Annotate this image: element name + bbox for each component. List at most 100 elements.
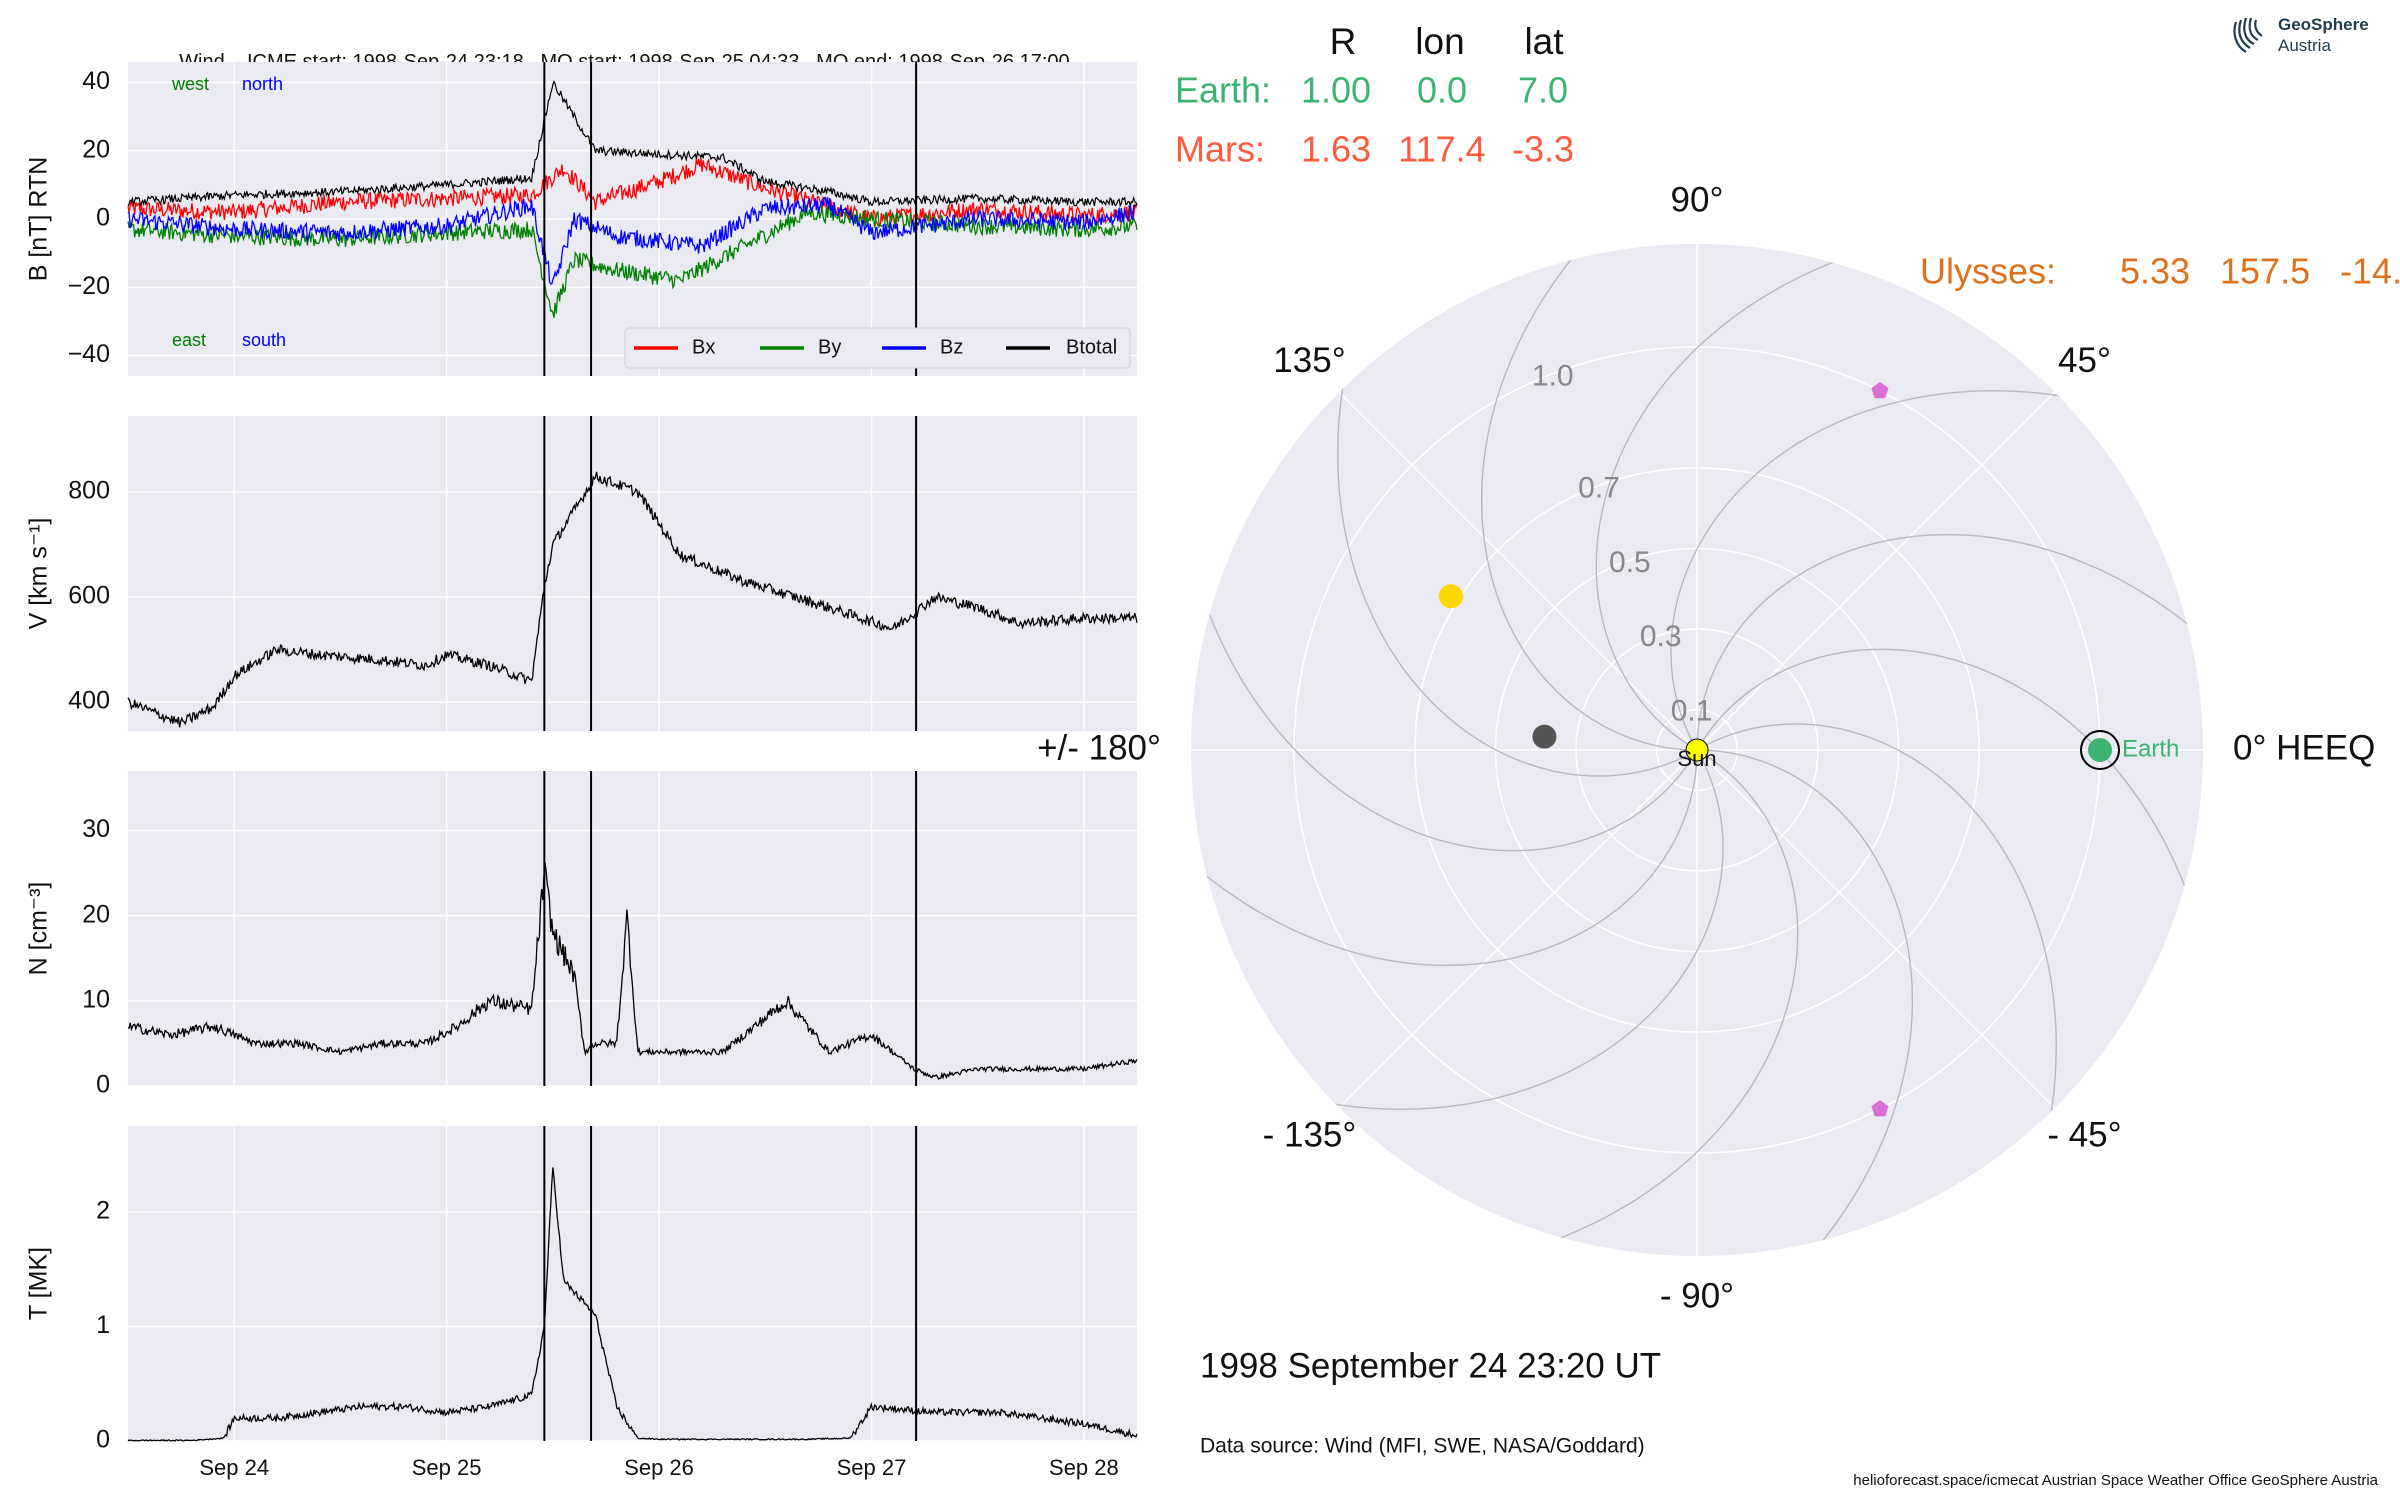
yellow-body-marker (1438, 584, 1463, 609)
legend-label-btotal: Btotal (1066, 336, 1117, 358)
y-axis-label: V [km s⁻¹] (25, 518, 53, 630)
panel-3: 30 20 10 0 N [cm⁻³] (25, 771, 1138, 1099)
table-row-lat: 7.0 (1518, 70, 1568, 111)
geosphere-logo: GeoSphere Austria (2230, 12, 2390, 62)
polar-plot (1191, 244, 2203, 1256)
angular-grid-line (1696, 391, 2056, 751)
y-tick-label: 10 (82, 985, 110, 1013)
angular-grid-line (1696, 749, 2056, 1109)
earth-ring (2080, 730, 2120, 770)
y-tick-label: 20 (82, 900, 110, 928)
y-tick-label: 2 (96, 1197, 110, 1225)
logo-line1: GeoSphere (2278, 15, 2369, 34)
angle-label: - 45° (2047, 1116, 2121, 1155)
x-tick-label: Sep 24 (199, 1455, 269, 1480)
radial-tick-label: 0.3 (1640, 620, 1682, 653)
y-axis-label: N [cm⁻³] (25, 882, 53, 976)
parker-spiral-line (1198, 586, 1698, 852)
y-axis-label: B [nT] RTN (25, 157, 53, 282)
radial-tick-label: 1.0 (1532, 360, 1574, 393)
logo-line2: Austria (2278, 36, 2331, 55)
earth-label: Earth (2122, 735, 2179, 762)
y-tick-label: 20 (82, 135, 110, 163)
parker-spiral-line (1696, 723, 2057, 1141)
table-header-R: R (1330, 21, 1357, 62)
table-row-name: Mars: (1175, 129, 1265, 170)
table-row-lon: 0.0 (1417, 70, 1467, 111)
table-header-lat: lat (1524, 21, 1564, 62)
series-line-data (127, 1167, 1138, 1442)
series-line-btotal (127, 80, 1138, 209)
legend-label-by: By (818, 336, 841, 358)
angular-grid-line (1338, 391, 1698, 751)
parker-spiral-line (1306, 749, 1724, 1110)
y-tick-label: 30 (82, 815, 110, 843)
legend-label-bx: Bx (692, 336, 715, 358)
y-tick-label: 0 (96, 1071, 110, 1099)
angle-label: 135° (1273, 341, 1345, 380)
y-tick-label: 0 (96, 1426, 110, 1454)
annotation-north: north (242, 74, 283, 94)
annotation-east: east (172, 330, 206, 350)
parker-spiral-line (1696, 534, 2203, 750)
angle-label: 45° (2058, 341, 2111, 380)
parker-spiral-line (1696, 648, 2196, 914)
date-label: 1998 September 24 23:20 UT (1200, 1346, 1661, 1385)
radial-tick-label: 0.1 (1671, 695, 1713, 728)
table-row-lon: 117.4 (1398, 129, 1485, 170)
y-tick-label: 40 (82, 67, 110, 95)
ulysses-r: 5.33 (2120, 251, 2190, 292)
series-line-bz (127, 196, 1138, 285)
series-line-data (127, 862, 1138, 1080)
panel-4: 2 1 0 T [MK] Sep 24 Sep 25 Sep 26 Sep 27 Sep 28 (25, 1126, 1138, 1480)
angle-label: 0° HEEQ (2233, 728, 2375, 767)
gray-body-marker (1532, 724, 1557, 749)
legend-box (624, 327, 1131, 369)
sun-label: Sun (1677, 746, 1716, 771)
panel-background (128, 1126, 1137, 1441)
table-row-r: 1.63 (1301, 129, 1371, 170)
pentagon-marker (1871, 381, 1889, 399)
panel-background (128, 416, 1137, 731)
y-tick-label: −20 (68, 272, 110, 300)
angle-label: - 135° (1263, 1116, 1357, 1155)
x-tick-label: Sep 28 (1049, 1455, 1119, 1480)
y-axis-label: T [MK] (25, 1247, 53, 1320)
series-line-by (127, 204, 1138, 318)
series-line-bx (127, 158, 1138, 227)
radial-tick-label: 0.7 (1578, 471, 1620, 504)
earth-marker (2088, 738, 2112, 762)
parker-spiral-line (1533, 749, 1799, 1249)
parker-spiral-line (1191, 750, 1698, 966)
angle-label: +/- 180° (1037, 728, 1161, 767)
parker-spiral-line (1697, 749, 1913, 1256)
x-tick-label: Sep 26 (624, 1455, 694, 1480)
y-tick-label: 0 (96, 204, 110, 232)
ulysses-name: Ulysses: (1920, 251, 2056, 292)
sun-marker (1685, 738, 1709, 762)
angle-label: 90° (1671, 180, 1724, 219)
y-tick-label: 600 (68, 582, 110, 610)
panel-background (128, 771, 1137, 1086)
y-tick-label: 800 (68, 477, 110, 505)
geosphere-logo-icon (2233, 17, 2263, 53)
annotation-south: south (242, 330, 286, 350)
legend-label-bz: Bz (940, 336, 963, 358)
angular-grid-line (1338, 749, 1698, 1109)
data-source-label: Data source: Wind (MFI, SWE, NASA/Goddar… (1200, 1435, 1645, 1458)
table-row-name: Earth: (1175, 70, 1271, 111)
parker-spiral-line (1670, 390, 2088, 751)
parker-spiral-line (1481, 244, 1697, 751)
x-tick-label: Sep 25 (412, 1455, 482, 1480)
table-header-lon: lon (1415, 21, 1464, 62)
radial-tick-label: 0.5 (1609, 546, 1651, 579)
y-tick-label: 1 (96, 1311, 110, 1339)
table-row-lat: -3.3 (1512, 129, 1574, 170)
panel-2: 800 600 400 V [km s⁻¹] (25, 416, 1138, 731)
legend: Bx By Bz Btotal (624, 327, 1131, 369)
annotation-west: west (171, 74, 209, 94)
footer-credits: helioforecast.space/icmecat Austrian Spa… (1853, 1472, 2378, 1489)
angle-label: - 90° (1660, 1276, 1734, 1315)
series-line-data (127, 471, 1138, 728)
